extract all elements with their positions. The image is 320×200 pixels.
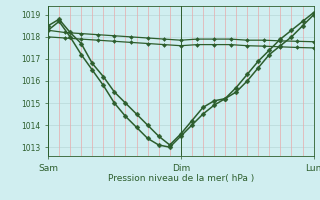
X-axis label: Pression niveau de la mer( hPa ): Pression niveau de la mer( hPa ) bbox=[108, 174, 254, 183]
